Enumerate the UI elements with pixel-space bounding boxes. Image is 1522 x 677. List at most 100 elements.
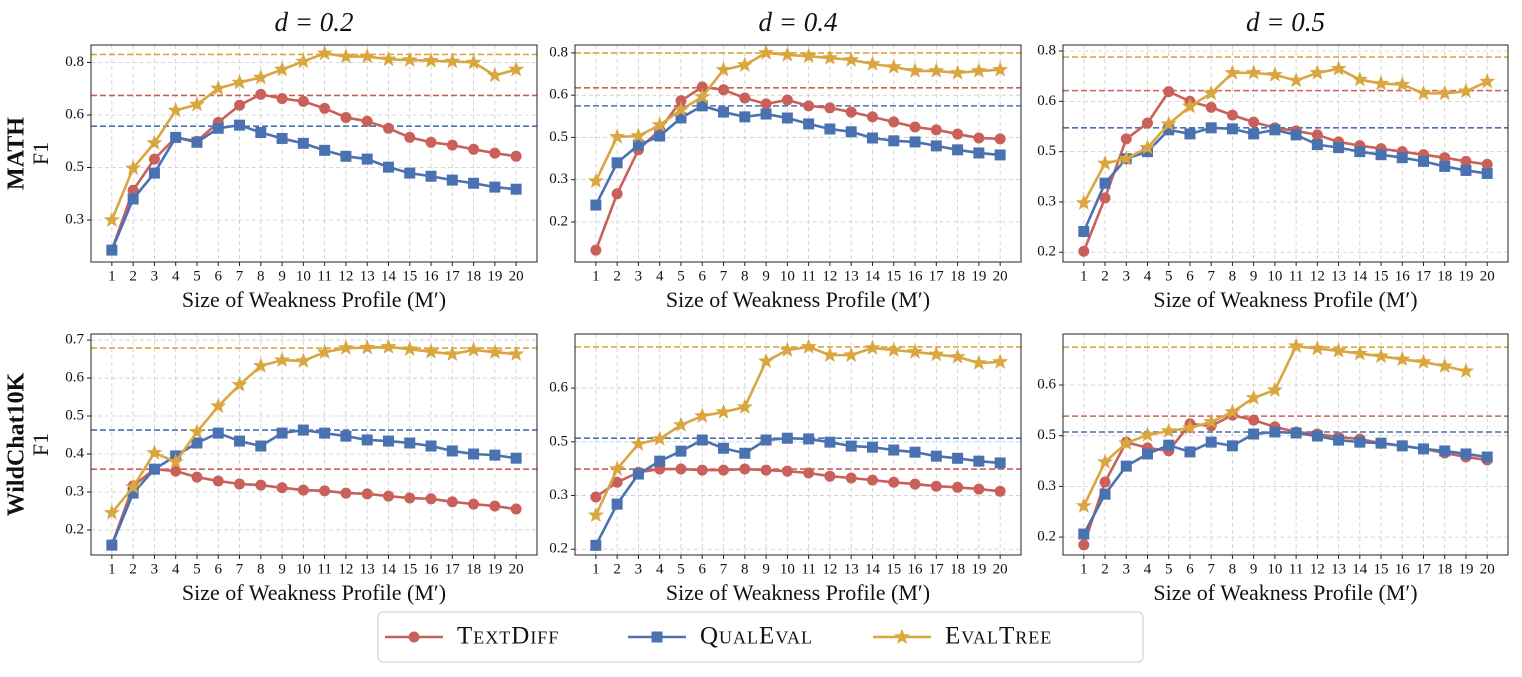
- x-tick-label: 16: [908, 268, 924, 284]
- data-point: [1226, 123, 1238, 135]
- data-point: [970, 62, 987, 78]
- x-tick-label: 10: [1267, 268, 1282, 284]
- data-point: [255, 440, 267, 452]
- x-tick-label: 16: [424, 268, 440, 284]
- x-tick-label: 13: [360, 561, 375, 577]
- data-point: [590, 244, 602, 256]
- x-tick-label: 8: [1229, 268, 1237, 284]
- y-tick-label: 0.3: [65, 483, 84, 499]
- data-point: [1120, 133, 1132, 145]
- plot-area: [575, 334, 1021, 555]
- data-point: [1269, 124, 1281, 136]
- data-point: [1311, 430, 1323, 442]
- data-point: [337, 48, 354, 64]
- data-point: [231, 376, 248, 392]
- x-tick-label: 2: [1101, 561, 1109, 577]
- data-point: [672, 101, 689, 117]
- data-point: [468, 143, 480, 155]
- legend-marker: [408, 631, 420, 643]
- data-point: [489, 449, 501, 461]
- data-point: [952, 452, 964, 464]
- data-point: [1118, 150, 1135, 166]
- data-point: [404, 437, 416, 449]
- data-point: [359, 48, 376, 64]
- data-point: [845, 126, 857, 138]
- x-tick-label: 3: [1123, 561, 1131, 577]
- x-tick-label: 5: [193, 268, 201, 284]
- x-tick-label: 10: [296, 268, 311, 284]
- data-point: [316, 343, 333, 360]
- plot-frame: [574, 333, 1022, 556]
- data-point: [1309, 64, 1326, 80]
- plot-area: [575, 45, 1021, 262]
- data-point: [1266, 381, 1283, 397]
- data-point: [148, 153, 160, 165]
- data-point: [952, 481, 964, 493]
- y-tick-label: 0.7: [65, 332, 84, 348]
- data-point: [425, 170, 437, 182]
- data-point: [824, 123, 836, 135]
- x-tick-label: 10: [296, 561, 311, 577]
- data-point: [1245, 64, 1262, 80]
- data-point: [106, 244, 118, 256]
- data-point: [446, 174, 458, 186]
- x-tick-label: 20: [509, 268, 524, 284]
- x-tick-label: 2: [129, 561, 137, 577]
- data-point: [425, 136, 437, 148]
- data-point: [446, 139, 458, 151]
- y-tick-label: 0.8: [1037, 42, 1056, 58]
- data-point: [590, 199, 602, 211]
- data-point: [1226, 109, 1238, 121]
- data-point: [1396, 440, 1408, 452]
- data-point: [295, 53, 312, 69]
- data-point: [252, 357, 269, 373]
- data-point: [234, 119, 246, 131]
- x-tick-label: 6: [1186, 561, 1194, 577]
- data-point: [1099, 192, 1111, 204]
- data-point: [587, 172, 604, 188]
- x-tick-label: 7: [1207, 268, 1215, 284]
- data-point: [255, 127, 267, 138]
- data-point: [231, 74, 248, 90]
- x-tick-label: 9: [1250, 561, 1258, 577]
- x-tick-label: 18: [466, 561, 481, 577]
- data-point: [824, 436, 836, 448]
- data-point: [191, 471, 203, 483]
- x-tick-label: 10: [1267, 561, 1282, 577]
- data-point: [611, 498, 623, 510]
- data-point: [587, 506, 604, 523]
- x-tick-label: 5: [1165, 268, 1173, 284]
- data-point: [654, 130, 666, 142]
- data-point: [866, 111, 878, 123]
- x-tick-label: 2: [613, 268, 621, 284]
- x-tick-label: 15: [402, 561, 417, 577]
- data-point: [1160, 422, 1177, 438]
- data-point: [359, 339, 376, 355]
- data-point: [170, 465, 182, 477]
- x-tick-label: 15: [886, 268, 901, 284]
- x-tick-label: 7: [236, 268, 244, 284]
- data-point: [718, 442, 730, 454]
- data-point: [316, 44, 333, 61]
- x-tick-label: 14: [865, 561, 881, 577]
- x-tick-label: 8: [741, 268, 749, 284]
- x-tick-label: 8: [257, 268, 265, 284]
- data-point: [255, 479, 267, 491]
- x-tick-label: 2: [129, 268, 137, 284]
- data-point: [1141, 448, 1153, 460]
- data-point: [212, 122, 224, 134]
- data-point: [739, 447, 751, 459]
- x-tick-label: 20: [1480, 561, 1495, 577]
- data-point: [888, 116, 900, 128]
- data-point: [1288, 337, 1305, 353]
- data-point: [803, 118, 815, 130]
- data-point: [170, 131, 182, 143]
- data-point: [1139, 426, 1156, 442]
- data-point: [994, 133, 1006, 145]
- x-tick-label: 18: [950, 268, 965, 284]
- data-point: [1288, 72, 1305, 88]
- data-point: [1203, 413, 1220, 429]
- x-tick-label: 19: [971, 268, 986, 284]
- x-tick-label: 8: [741, 561, 749, 577]
- plot-area: [91, 334, 537, 555]
